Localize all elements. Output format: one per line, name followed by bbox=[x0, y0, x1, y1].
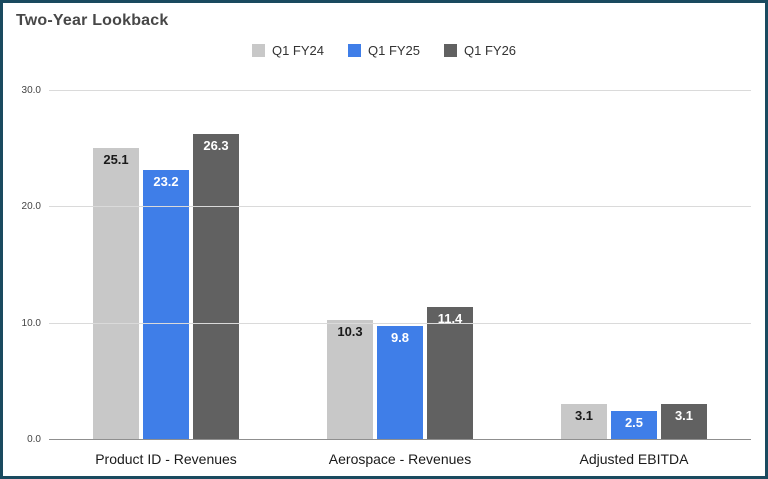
y-tick-label: 0.0 bbox=[27, 434, 41, 445]
bar-data-label: 11.4 bbox=[437, 311, 463, 327]
y-tick-label: 20.0 bbox=[21, 201, 41, 213]
legend-swatch bbox=[444, 44, 458, 57]
category-label: Adjusted EBITDA bbox=[579, 451, 689, 467]
bar: 26.3 bbox=[193, 134, 239, 440]
category-axis: Product ID - Revenues Aerospace - Revenue… bbox=[49, 451, 751, 467]
bar: 3.1 bbox=[661, 403, 707, 440]
bar: 25.1 bbox=[93, 148, 139, 440]
legend-item: Q1 FY25 bbox=[347, 43, 421, 58]
bar-data-label: 3.1 bbox=[674, 407, 694, 423]
bar-data-label: 23.2 bbox=[153, 174, 179, 190]
category-label: Product ID - Revenues bbox=[95, 451, 237, 467]
bar-data-label: 2.5 bbox=[624, 414, 644, 430]
gridline bbox=[49, 90, 751, 91]
bar: 23.2 bbox=[143, 170, 189, 440]
x-axis-line bbox=[49, 439, 751, 440]
legend-item: Q1 FY24 bbox=[251, 43, 324, 58]
y-tick-label: 30.0 bbox=[21, 85, 41, 96]
chart-title: Two-Year Lookback bbox=[16, 12, 169, 29]
bar: 9.8 bbox=[377, 326, 423, 440]
legend-label: Q1 FY26 bbox=[464, 43, 517, 58]
bar: 2.5 bbox=[611, 410, 657, 440]
bar: 3.1 bbox=[561, 403, 607, 440]
gridline bbox=[49, 322, 751, 324]
bar-group: 3.1 2.5 3.1 bbox=[517, 91, 751, 440]
y-tick-label: 10.0 bbox=[21, 317, 41, 329]
legend: Q1 FY24 Q1 FY25 Q1 FY26 bbox=[3, 43, 765, 58]
bar-group: 10.3 9.8 11.4 bbox=[283, 91, 517, 440]
bar-groups: 25.1 23.2 26.3 10.3 9.8 11.4 3.1 2.5 3.1 bbox=[49, 91, 751, 440]
bar-data-label: 26.3 bbox=[203, 138, 229, 154]
legend-label: Q1 FY24 bbox=[271, 43, 324, 58]
bar-data-label: 10.3 bbox=[337, 324, 363, 340]
bar-group: 25.1 23.2 26.3 bbox=[49, 91, 283, 440]
bar-data-label: 3.1 bbox=[574, 407, 594, 423]
bar-data-label: 25.1 bbox=[103, 152, 129, 168]
category-label: Aerospace - Revenues bbox=[328, 451, 472, 467]
legend-swatch bbox=[347, 44, 361, 57]
bar-data-label: 9.8 bbox=[390, 330, 410, 345]
bar: 10.3 bbox=[327, 320, 373, 440]
legend-swatch bbox=[251, 44, 265, 57]
plot-area: 25.1 23.2 26.3 10.3 9.8 11.4 3.1 2.5 3.1 0.0 10.0… bbox=[22, 86, 751, 445]
legend-label: Q1 FY25 bbox=[367, 43, 421, 58]
bar: 11.4 bbox=[427, 307, 473, 440]
gridline bbox=[49, 206, 751, 208]
legend-item: Q1 FY26 bbox=[444, 43, 516, 58]
